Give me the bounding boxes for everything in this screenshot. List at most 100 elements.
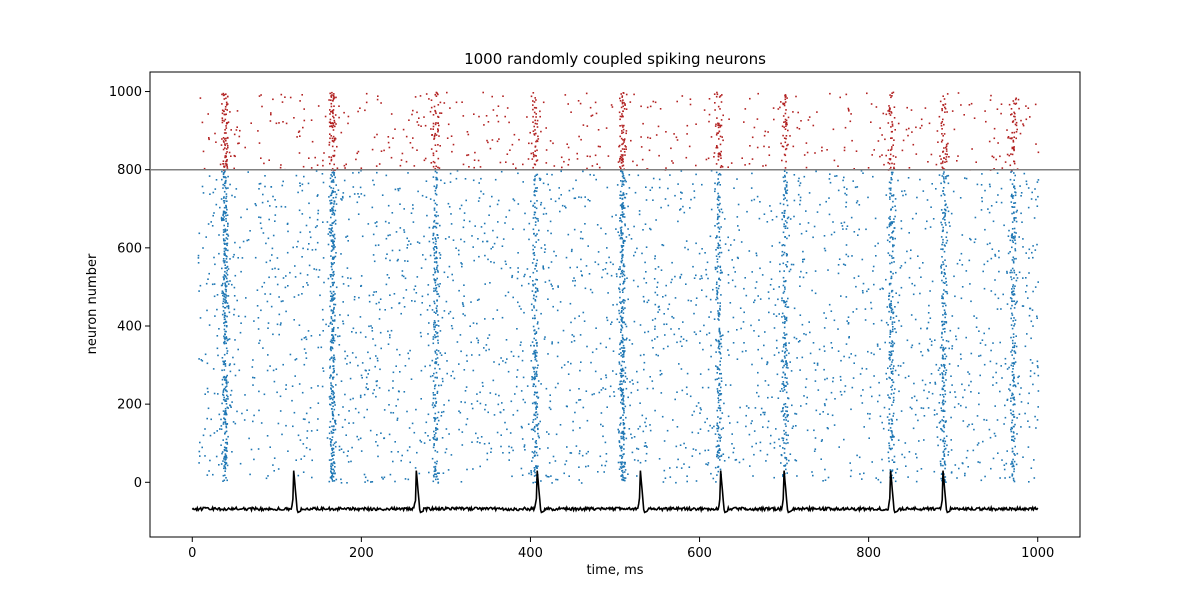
spike-dot — [622, 316, 624, 319]
spike-dot — [685, 339, 688, 342]
spike-dot — [669, 476, 672, 478]
spike-dot — [342, 197, 344, 199]
spike-dot — [431, 404, 434, 406]
spike-dot — [891, 404, 893, 406]
spike-dot — [948, 363, 951, 365]
spike-dot — [988, 183, 991, 186]
spike-dot — [329, 202, 332, 205]
spike-dot — [591, 393, 594, 396]
spike-dot — [644, 442, 647, 444]
spike-dot — [1029, 375, 1032, 378]
spike-dot — [782, 410, 784, 412]
spike-dot — [417, 190, 419, 193]
spike-dot — [781, 254, 783, 257]
spike-dot — [532, 317, 534, 320]
spike-dot — [534, 446, 536, 448]
spike-dot — [359, 437, 362, 440]
spike-dot — [728, 456, 730, 459]
spike-dot — [414, 300, 416, 303]
spike-dot — [645, 445, 647, 447]
spike-dot — [934, 339, 936, 341]
spike-dot — [232, 256, 235, 258]
spike-dot — [331, 249, 334, 251]
spike-dot — [270, 186, 272, 188]
spike-dot — [714, 182, 716, 185]
spike-dot — [820, 458, 822, 460]
spike-dot — [965, 406, 967, 409]
spike-dot — [786, 349, 788, 352]
spike-dot — [222, 217, 225, 220]
spike-dot — [620, 372, 623, 375]
spike-dot — [530, 303, 533, 306]
spike-dot — [678, 328, 680, 330]
spike-dot — [638, 210, 641, 212]
spike-dot — [232, 356, 234, 359]
spike-dot — [707, 277, 709, 280]
spike-dot — [224, 467, 227, 470]
spike-dot — [430, 99, 433, 101]
spike-dot — [954, 464, 957, 466]
spike-dot — [380, 432, 382, 434]
spike-dot — [636, 381, 639, 384]
spike-dot — [736, 178, 738, 180]
spike-dot — [679, 277, 681, 279]
spike-dot — [253, 377, 256, 379]
spike-dot — [621, 340, 624, 343]
spike-dot — [533, 213, 536, 216]
spike-dot — [720, 335, 723, 337]
spike-dot — [1029, 370, 1032, 372]
spike-dot — [634, 191, 637, 194]
spike-dot — [208, 272, 210, 275]
spike-dot — [331, 347, 334, 350]
spike-dot — [266, 300, 269, 303]
spike-dot — [435, 226, 438, 229]
spike-dot — [440, 384, 443, 387]
spike-dot — [429, 304, 431, 307]
spike-dot — [903, 456, 906, 459]
spike-dot — [349, 361, 351, 364]
spike-dot — [421, 302, 423, 304]
spike-dot — [443, 271, 446, 274]
spike-dot — [960, 358, 962, 360]
spike-dot — [347, 277, 349, 279]
spike-dot — [227, 249, 229, 252]
spike-dot — [435, 187, 437, 190]
spike-dot — [786, 97, 788, 99]
spike-dot — [330, 229, 332, 231]
spike-dot — [622, 154, 624, 156]
spike-dot — [437, 350, 440, 352]
spike-dot — [783, 322, 786, 324]
spike-dot — [224, 338, 226, 340]
spike-dot — [222, 213, 225, 216]
spike-dot — [758, 319, 760, 321]
spike-dot — [332, 222, 334, 224]
spike-dot — [202, 247, 204, 249]
spike-dot — [727, 274, 730, 276]
spike-dot — [717, 401, 720, 404]
spike-dot — [253, 414, 255, 417]
spike-dot — [342, 320, 344, 323]
spike-dot — [371, 206, 374, 209]
spike-dot — [761, 357, 763, 360]
spike-dot — [624, 207, 626, 209]
spike-dot — [1003, 224, 1005, 227]
spike-dot — [602, 387, 604, 389]
spike-dot — [813, 362, 816, 364]
spike-dot — [888, 254, 891, 257]
spike-dot — [784, 188, 786, 191]
spike-dot — [766, 221, 769, 223]
spike-dot — [540, 480, 542, 482]
spike-dot — [631, 437, 633, 439]
spike-dot — [623, 265, 626, 267]
spike-dot — [695, 333, 697, 336]
spike-dot — [223, 176, 225, 179]
spike-dot — [679, 209, 681, 211]
spike-dot — [537, 239, 540, 241]
spike-dot — [786, 383, 789, 385]
spike-dot — [717, 192, 719, 195]
spike-dot — [438, 135, 440, 137]
spike-dot — [1026, 284, 1028, 287]
spike-dot — [620, 93, 622, 95]
spike-dot — [330, 468, 333, 471]
spike-dot — [705, 295, 708, 298]
